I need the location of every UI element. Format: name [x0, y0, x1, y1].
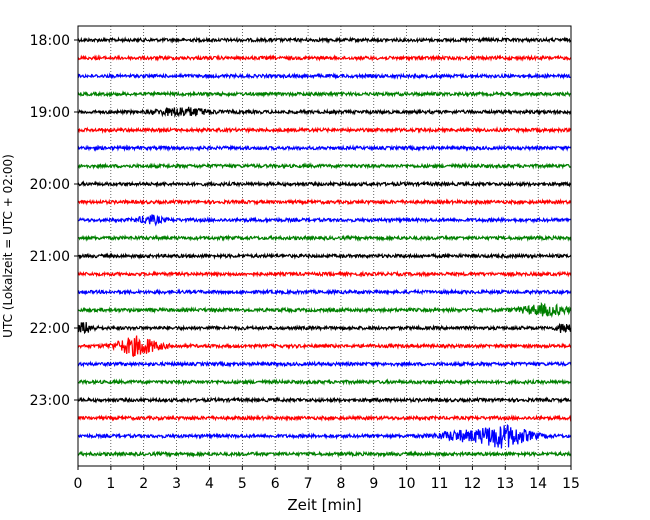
trace-1930	[77, 144, 572, 152]
trace-2015	[77, 198, 572, 206]
x-axis-ticks: 0 1 2 3 4 5 6 7 8 9 10 11 12 13 14 15	[74, 466, 580, 492]
x-tick-label: 13	[496, 476, 514, 492]
x-axis-label: Zeit [min]	[287, 496, 361, 514]
trace-1900	[77, 106, 572, 118]
x-tick-label: 11	[431, 476, 449, 492]
x-tick-label: 15	[562, 476, 580, 492]
y-tick-label: 21:00	[30, 249, 70, 265]
x-tick-label: 7	[304, 476, 313, 492]
x-tick-label: 8	[336, 476, 345, 492]
trace-2215	[77, 335, 572, 358]
trace-1945	[77, 162, 572, 170]
grid-lines	[110, 26, 539, 466]
y-tick-label: 23:00	[30, 393, 70, 409]
x-tick-label: 4	[205, 476, 214, 492]
x-tick-label: 9	[369, 476, 378, 492]
y-axis-label: UTC (Lokalzeit = UTC + 02:00)	[1, 154, 15, 338]
trace-2130	[77, 288, 572, 296]
traces	[77, 36, 572, 458]
plot-frame	[77, 25, 572, 467]
trace-2245	[77, 378, 572, 386]
trace-1800	[77, 36, 572, 44]
y-tick-label: 18:00	[30, 33, 70, 49]
trace-2000	[77, 180, 572, 188]
x-tick-label: 10	[398, 476, 416, 492]
x-tick-label: 0	[74, 476, 83, 492]
x-tick-label: 14	[529, 476, 547, 492]
trace-1845	[77, 90, 572, 98]
trace-2100	[77, 252, 572, 260]
trace-2200	[77, 322, 572, 335]
y-tick-label: 19:00	[30, 105, 70, 121]
trace-2230	[77, 360, 572, 368]
x-tick-label: 12	[463, 476, 481, 492]
trace-1830	[77, 72, 572, 80]
trace-2030	[77, 214, 572, 227]
trace-1915	[77, 126, 572, 134]
trace-2145	[77, 301, 572, 319]
y-axis-ticks: 18:00 19:00 20:00 21:00 22:00 23:00	[30, 33, 78, 409]
trace-2300	[77, 396, 572, 404]
y-tick-label: 20:00	[30, 177, 70, 193]
trace-1815	[77, 54, 572, 62]
x-tick-label: 6	[271, 476, 280, 492]
x-tick-label: 5	[238, 476, 247, 492]
x-tick-label: 3	[172, 476, 181, 492]
trace-2345	[77, 450, 572, 458]
trace-2330	[77, 424, 572, 449]
trace-2115	[77, 270, 572, 278]
x-tick-label: 2	[139, 476, 148, 492]
trace-2315	[77, 414, 572, 422]
trace-2045	[77, 234, 572, 242]
x-tick-label: 1	[106, 476, 115, 492]
y-tick-label: 22:00	[30, 321, 70, 337]
